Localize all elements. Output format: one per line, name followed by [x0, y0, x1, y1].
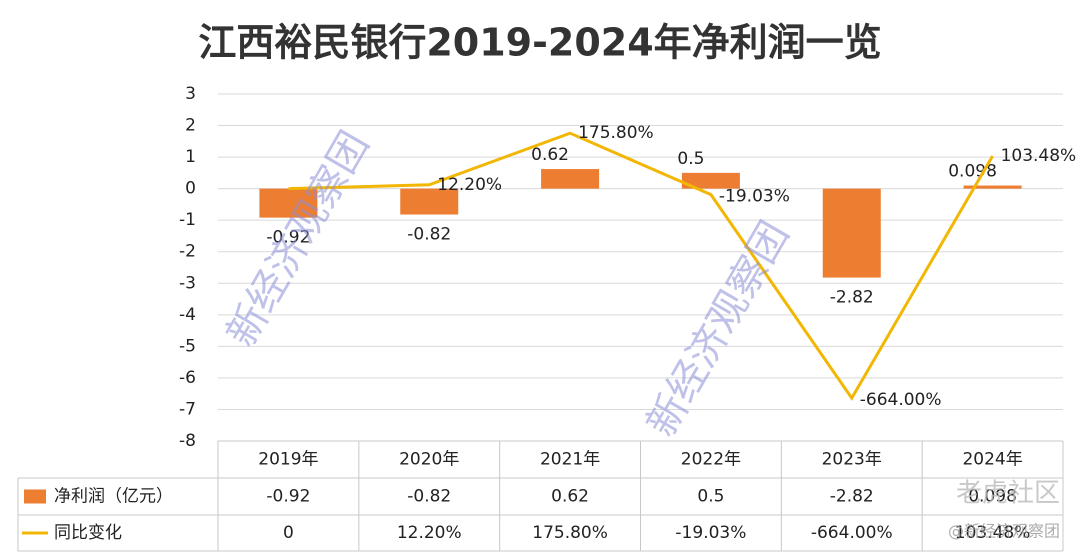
table-cell: 0.62 — [551, 487, 589, 507]
line — [288, 131, 994, 401]
data-label: -0.82 — [407, 225, 451, 245]
legend-label: 净利润（亿元） — [54, 487, 173, 507]
bar — [681, 172, 740, 189]
table-cell: -0.82 — [407, 487, 451, 507]
y-tick-label: -1 — [179, 210, 196, 230]
x-tick-label: 2019年 — [258, 450, 318, 470]
y-tick-label: -6 — [179, 368, 196, 388]
y-tick-label: -2 — [179, 242, 196, 262]
data-label: 12.20% — [437, 175, 502, 195]
bar — [822, 188, 881, 278]
y-tick-label: 0 — [185, 179, 196, 199]
data-label: 103.48% — [1001, 146, 1077, 166]
y-tick-label: 2 — [185, 116, 196, 136]
data-label: 0.5 — [677, 149, 704, 169]
data-label: 0.098 — [948, 162, 997, 182]
y-tick-label: 1 — [185, 147, 196, 167]
bar — [400, 188, 459, 215]
bar — [259, 188, 318, 218]
y-tick-label: -3 — [179, 273, 196, 293]
y-tick-label: -7 — [179, 399, 196, 419]
table-cell: -19.03% — [675, 523, 746, 543]
x-tick-label: 2024年 — [962, 450, 1022, 470]
table-cell: 12.20% — [397, 523, 462, 543]
x-tick-label: 2022年 — [681, 450, 741, 470]
y-tick-label: 3 — [185, 84, 196, 104]
table-cell: 0.5 — [697, 487, 724, 507]
footer-logo: 老虎社区 — [956, 479, 1060, 509]
y-tick-label: -8 — [179, 431, 196, 451]
legend-label: 同比变化 — [54, 523, 122, 543]
data-label: 0.62 — [531, 145, 569, 165]
table-cell: 103.48% — [955, 523, 1031, 543]
legend-swatch — [24, 489, 46, 504]
data-label: 175.80% — [578, 123, 654, 143]
y-tick-label: -5 — [179, 336, 196, 356]
data-label: -664.00% — [860, 390, 942, 410]
data-label: -2.82 — [830, 288, 874, 308]
table-cell: -2.82 — [830, 487, 874, 507]
chart-title: 江西裕民银行2019-2024年净利润一览 — [198, 21, 881, 65]
x-tick-label: 2021年 — [540, 450, 600, 470]
bar — [963, 185, 1022, 189]
x-tick-label: 2023年 — [822, 450, 882, 470]
table-cell: 0 — [283, 523, 294, 543]
table-cell: -664.00% — [811, 523, 893, 543]
bar — [541, 169, 600, 189]
data-label: -19.03% — [719, 187, 790, 207]
data-label: -0.92 — [266, 228, 310, 248]
table-cell: -0.92 — [266, 487, 310, 507]
footer-handle: @新经济观察团 — [948, 522, 1060, 541]
table-cell: 0.098 — [968, 487, 1017, 507]
x-tick-label: 2020年 — [399, 450, 459, 470]
y-tick-label: -4 — [179, 305, 196, 325]
table-cell: 175.80% — [532, 523, 608, 543]
